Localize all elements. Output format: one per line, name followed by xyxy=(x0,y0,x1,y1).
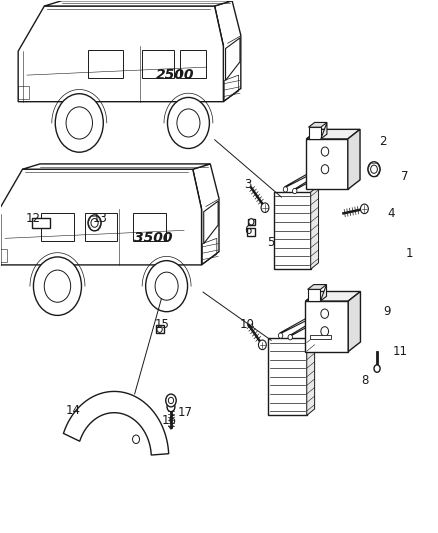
Polygon shape xyxy=(348,292,360,352)
Text: 1: 1 xyxy=(405,247,413,260)
Circle shape xyxy=(321,165,329,174)
Circle shape xyxy=(177,109,200,137)
Text: 3: 3 xyxy=(244,177,251,191)
Polygon shape xyxy=(0,169,201,265)
Bar xyxy=(310,335,331,339)
Circle shape xyxy=(167,402,175,411)
Text: 14: 14 xyxy=(65,403,80,416)
Polygon shape xyxy=(308,123,327,127)
Polygon shape xyxy=(274,192,311,269)
Polygon shape xyxy=(307,285,327,289)
Text: 13: 13 xyxy=(93,212,108,225)
Circle shape xyxy=(133,435,140,443)
Circle shape xyxy=(288,335,293,340)
Circle shape xyxy=(374,365,380,372)
Polygon shape xyxy=(294,161,347,189)
Circle shape xyxy=(91,219,98,227)
Circle shape xyxy=(321,327,328,336)
Polygon shape xyxy=(285,160,338,187)
Polygon shape xyxy=(305,292,360,301)
Text: 6: 6 xyxy=(244,224,251,237)
Text: 16: 16 xyxy=(161,414,176,427)
Polygon shape xyxy=(268,338,307,415)
Polygon shape xyxy=(64,391,169,455)
Text: 5: 5 xyxy=(267,236,274,249)
Circle shape xyxy=(168,397,173,403)
Circle shape xyxy=(33,257,81,316)
Circle shape xyxy=(66,107,92,139)
Polygon shape xyxy=(306,139,348,189)
Polygon shape xyxy=(18,6,223,102)
Circle shape xyxy=(371,165,378,173)
Polygon shape xyxy=(290,308,343,336)
Text: 15: 15 xyxy=(155,319,170,332)
Circle shape xyxy=(55,94,103,152)
Circle shape xyxy=(321,147,329,156)
Polygon shape xyxy=(307,332,314,415)
Polygon shape xyxy=(321,123,327,139)
Text: 17: 17 xyxy=(177,406,192,419)
Polygon shape xyxy=(308,127,321,139)
Text: 12: 12 xyxy=(26,212,41,225)
Circle shape xyxy=(321,309,328,318)
Polygon shape xyxy=(44,1,232,6)
Polygon shape xyxy=(22,164,210,169)
Circle shape xyxy=(249,219,254,225)
Circle shape xyxy=(88,215,101,231)
Circle shape xyxy=(167,98,209,149)
Text: 9: 9 xyxy=(383,305,391,318)
Circle shape xyxy=(261,203,269,213)
Bar xyxy=(155,325,163,333)
Text: 3500: 3500 xyxy=(134,231,173,245)
Circle shape xyxy=(279,333,283,338)
Text: 7: 7 xyxy=(401,169,408,183)
Circle shape xyxy=(146,261,187,312)
Polygon shape xyxy=(348,130,360,189)
Polygon shape xyxy=(307,289,321,301)
Polygon shape xyxy=(215,1,241,102)
Polygon shape xyxy=(311,185,318,269)
Circle shape xyxy=(360,204,368,214)
Polygon shape xyxy=(280,306,334,333)
Circle shape xyxy=(44,270,71,302)
Circle shape xyxy=(166,394,176,407)
Circle shape xyxy=(293,188,297,193)
Text: 10: 10 xyxy=(240,319,255,332)
Bar xyxy=(247,228,255,236)
Text: 11: 11 xyxy=(393,345,408,358)
Circle shape xyxy=(157,326,162,333)
Circle shape xyxy=(283,187,288,192)
Circle shape xyxy=(368,162,380,176)
Polygon shape xyxy=(32,217,49,228)
Circle shape xyxy=(258,340,266,350)
Polygon shape xyxy=(193,164,219,265)
Text: 2500: 2500 xyxy=(156,68,194,82)
Circle shape xyxy=(155,272,178,300)
Text: 2: 2 xyxy=(379,135,386,148)
Polygon shape xyxy=(321,285,327,301)
Polygon shape xyxy=(306,130,360,139)
Text: 4: 4 xyxy=(388,207,395,220)
Bar xyxy=(248,219,255,225)
Bar xyxy=(0,249,7,262)
Text: 8: 8 xyxy=(362,374,369,387)
Polygon shape xyxy=(305,301,348,352)
Bar xyxy=(18,86,29,99)
